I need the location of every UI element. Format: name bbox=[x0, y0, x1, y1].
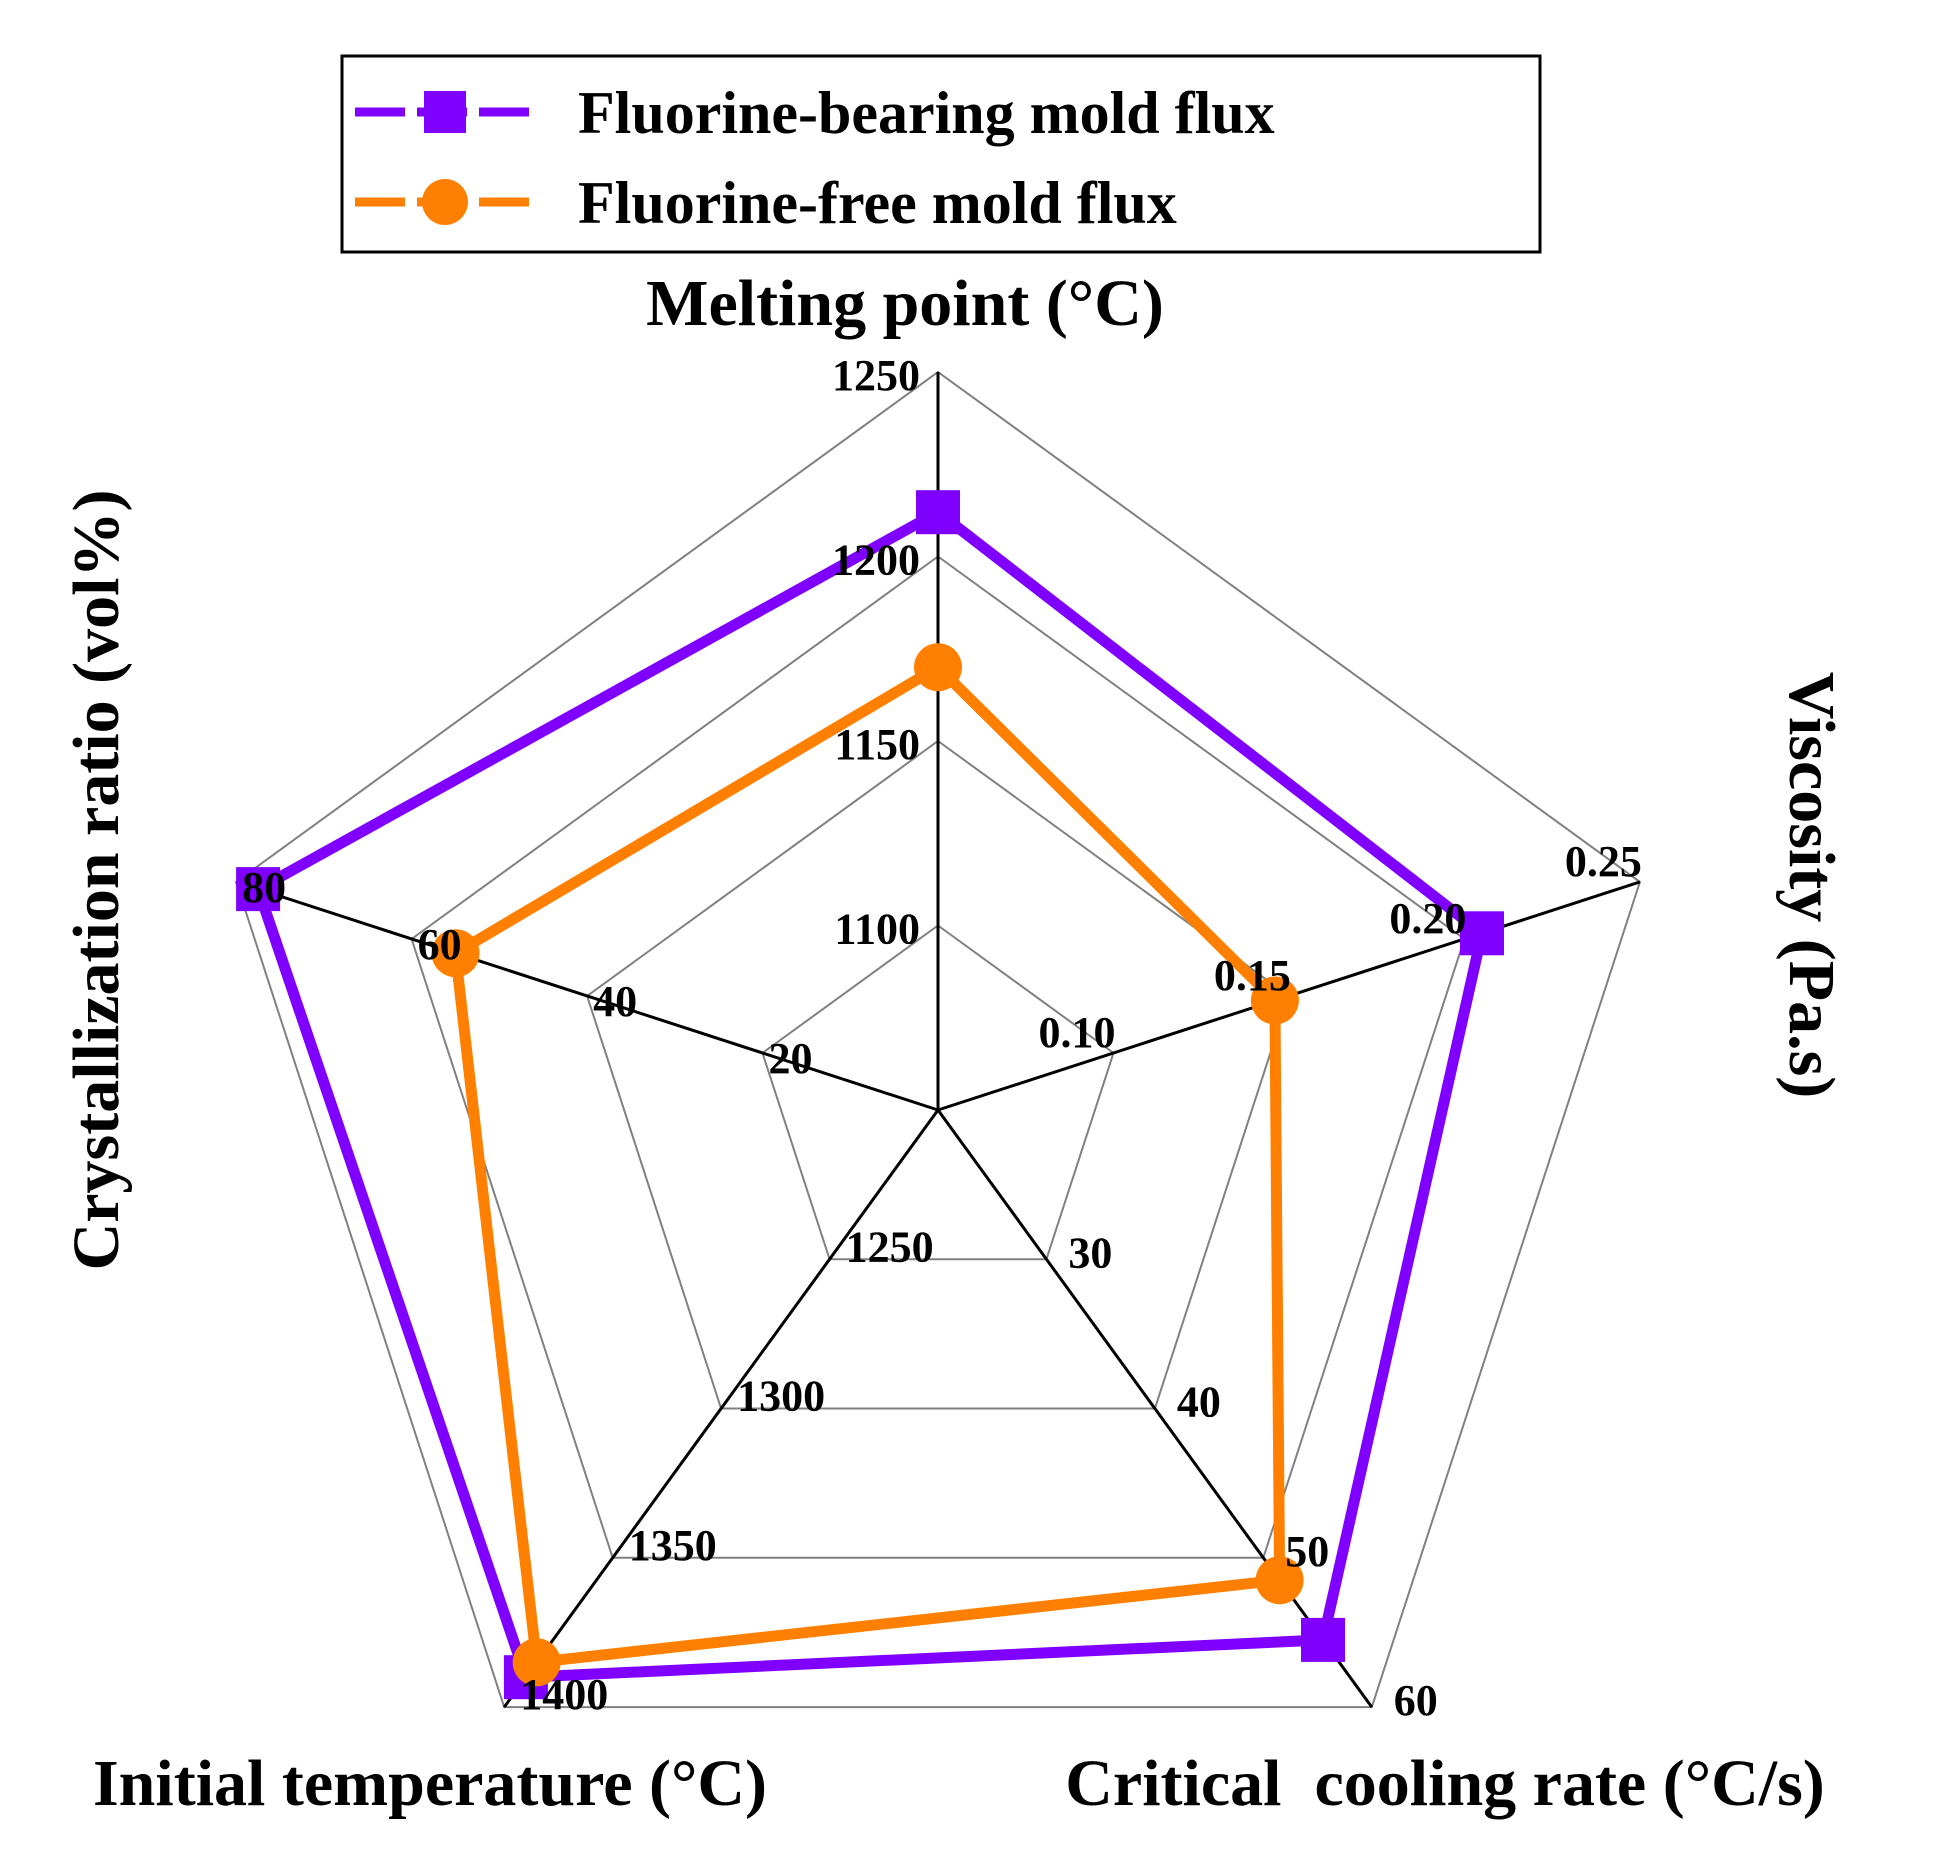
axis-line-critical-cooling-rate-c-s bbox=[936, 1109, 1374, 1708]
tick-label-crystallization-ratio-vol-1: 20 bbox=[769, 1034, 813, 1083]
tick-label-viscosity-pa-s-1: 0.10 bbox=[1039, 1008, 1116, 1057]
legend-marker-square bbox=[424, 91, 466, 133]
legend: Fluorine-bearing mold flux Fluorine-free… bbox=[340, 54, 1542, 254]
tick-label-critical-cooling-rate-c-s-1: 30 bbox=[1068, 1228, 1112, 1277]
tick-label-critical-cooling-rate-c-s-4: 60 bbox=[1394, 1676, 1438, 1725]
data-point-fluorine-bearing-mold-flux-crystallization-ratio-vol bbox=[236, 867, 281, 912]
tick-label-critical-cooling-rate-c-s-2: 40 bbox=[1177, 1378, 1221, 1427]
data-point-fluorine-free-mold-flux-crystallization-ratio-vol bbox=[431, 929, 480, 978]
tick-label-viscosity-pa-s-4: 0.25 bbox=[1565, 837, 1642, 886]
axis-title-melting-point: Melting point (°C) bbox=[646, 267, 1164, 340]
legend-label-fluorine-free: Fluorine-free mold flux bbox=[578, 170, 1177, 236]
legend-marker-circle bbox=[422, 179, 468, 225]
grid-ring-1 bbox=[761, 924, 1115, 1261]
data-point-fluorine-bearing-mold-flux-viscosity-pa-s bbox=[1460, 911, 1504, 956]
series-line-fluorine-bearing-mold-flux bbox=[251, 505, 1489, 1683]
axis-title-crystallization-ratio: Crystallization ratio (vol%) bbox=[60, 490, 133, 1271]
grid-ring-4 bbox=[234, 370, 1642, 1709]
axis-layer bbox=[235, 372, 1641, 1708]
legend-box bbox=[340, 54, 1542, 254]
tick-label-melting-point-c-1: 1100 bbox=[834, 905, 920, 954]
axis-title-initial-temperature: Initial temperature (°C) bbox=[93, 1747, 767, 1820]
axis-line-initial-temperature-c bbox=[502, 1109, 940, 1708]
axis-line-crystallization-ratio-vol bbox=[235, 880, 939, 1112]
tick-label-critical-cooling-rate-c-s-3: 50 bbox=[1285, 1527, 1329, 1576]
tick-label-crystallization-ratio-vol-4: 80 bbox=[242, 863, 286, 912]
data-point-fluorine-bearing-mold-flux-melting-point-c bbox=[916, 490, 960, 535]
legend-label-fluorine-bearing: Fluorine-bearing mold flux bbox=[578, 80, 1275, 146]
grid-ring-3 bbox=[410, 555, 1466, 1559]
tick-label-crystallization-ratio-vol-3: 60 bbox=[418, 920, 462, 969]
tick-label-initial-temperature-c-2: 1300 bbox=[737, 1372, 825, 1421]
data-point-fluorine-bearing-mold-flux-critical-cooling-rate-c-s bbox=[1301, 1617, 1345, 1662]
data-point-fluorine-free-mold-flux-melting-point-c bbox=[914, 643, 962, 692]
tick-label-initial-temperature-c-4: 1400 bbox=[520, 1670, 608, 1719]
tick-label-viscosity-pa-s-2: 0.15 bbox=[1214, 951, 1291, 1000]
tick-label-crystallization-ratio-vol-2: 40 bbox=[593, 977, 637, 1026]
tick-label-initial-temperature-c-1: 1250 bbox=[846, 1222, 934, 1271]
axis-title-critical-cooling-rate: Critical cooling rate (°C/s) bbox=[1065, 1747, 1825, 1820]
tick-label-viscosity-pa-s-3: 0.20 bbox=[1389, 894, 1466, 943]
data-point-fluorine-free-mold-flux-initial-temperature-c bbox=[512, 1638, 561, 1687]
tick-label-melting-point-c-4: 1250 bbox=[832, 351, 920, 400]
tick-label-initial-temperature-c-3: 1350 bbox=[629, 1521, 717, 1570]
data-point-fluorine-free-mold-flux-viscosity-pa-s bbox=[1250, 976, 1299, 1025]
tick-label-melting-point-c-3: 1200 bbox=[832, 536, 920, 585]
tick-label-layer: 1100 1150 1200 1250 0.10 0.15 0.20 0.25 30 40 50 60… bbox=[242, 351, 1642, 1725]
axis-title-viscosity: Viscosity (Pa.s) bbox=[1775, 672, 1848, 1099]
tick-label-melting-point-c-2: 1150 bbox=[834, 720, 920, 769]
series-layer bbox=[236, 490, 1504, 1700]
series-line-fluorine-free-mold-flux bbox=[449, 660, 1286, 1669]
data-point-fluorine-free-mold-flux-critical-cooling-rate-c-s bbox=[1255, 1556, 1304, 1605]
